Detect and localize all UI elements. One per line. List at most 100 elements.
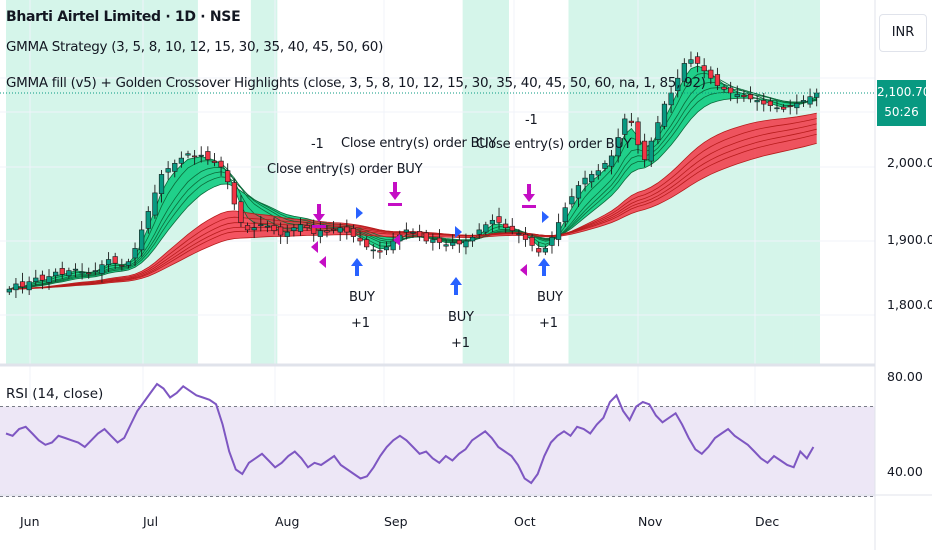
close-qty-label-2: -1 <box>525 113 538 128</box>
candle <box>800 100 807 103</box>
candle <box>13 283 19 291</box>
candle <box>53 271 59 277</box>
candle <box>417 231 423 237</box>
candle <box>92 270 98 272</box>
candle <box>198 154 204 157</box>
candle <box>489 219 496 225</box>
candle <box>794 103 800 109</box>
candle <box>681 63 687 82</box>
candle <box>622 118 628 135</box>
rsi-tick-40: 40.00 <box>887 464 923 479</box>
candle <box>608 155 615 167</box>
candle <box>483 224 489 233</box>
candle <box>244 225 251 231</box>
candle <box>648 140 654 162</box>
rsi-line <box>5 382 815 485</box>
candle <box>139 229 145 251</box>
candle <box>562 207 568 223</box>
buy-label-1: BUY <box>349 290 375 305</box>
candle <box>377 250 383 253</box>
candle <box>721 86 727 90</box>
candle <box>211 160 218 163</box>
candle <box>536 248 542 253</box>
close-order-label-3: Close entry(s) order BUY <box>476 137 632 152</box>
entry-marker-2 <box>455 226 462 238</box>
buy-arrow-2 <box>450 277 462 295</box>
candle <box>403 229 409 233</box>
candle <box>297 224 304 232</box>
candle <box>589 174 595 183</box>
candle <box>271 225 277 231</box>
candle <box>158 174 165 194</box>
candle <box>542 248 548 253</box>
candle <box>469 237 476 242</box>
exit-marker-3 <box>393 234 400 246</box>
short-term-ribbon <box>9 66 817 290</box>
x-tick-aug: Aug <box>275 514 300 529</box>
candle <box>357 237 363 242</box>
close-order-label-2: Close entry(s) order BUY <box>341 136 497 151</box>
buy-qty-label-2: +1 <box>451 336 470 351</box>
candle <box>503 223 509 228</box>
trade-markers <box>311 182 550 295</box>
buy-label-2: BUY <box>448 310 474 325</box>
candle <box>284 231 290 237</box>
candle <box>165 168 171 173</box>
candle <box>304 225 310 228</box>
candle <box>668 92 674 106</box>
candle <box>767 100 773 106</box>
candle <box>344 226 350 233</box>
candle <box>350 228 357 237</box>
close-arrow-1 <box>313 204 325 222</box>
highlight-zone <box>462 0 509 365</box>
buy-arrow-3 <box>538 258 550 276</box>
x-tick-sep: Sep <box>384 514 408 529</box>
highlight-zone <box>250 0 278 365</box>
price-tick-1900: 1,900.00 <box>887 232 932 247</box>
candle <box>125 261 132 266</box>
golden-crossover-highlights <box>6 0 820 365</box>
candle <box>258 224 264 227</box>
close-arrow-2 <box>389 182 401 200</box>
close-qty-label-1: -1 <box>311 137 324 152</box>
candle <box>410 231 416 234</box>
candle <box>178 157 184 164</box>
candle <box>463 240 469 248</box>
candle <box>105 259 112 265</box>
close-arrow-1-bar <box>312 225 326 228</box>
candle <box>218 160 224 168</box>
candle <box>602 163 608 169</box>
symbol-title[interactable]: Bharti Airtel Limited · 1D · NSE <box>6 9 241 25</box>
candle <box>317 230 323 237</box>
candle <box>635 121 641 146</box>
candle <box>225 170 231 183</box>
exit-marker-1 <box>311 241 318 253</box>
candle <box>450 242 456 246</box>
candle <box>569 196 575 205</box>
entry-marker-1 <box>356 207 363 219</box>
candle <box>675 77 681 92</box>
candle <box>79 271 85 274</box>
rsi-legend[interactable]: RSI (14, close) <box>6 386 104 402</box>
candle <box>39 274 46 281</box>
buy-label-3: BUY <box>537 290 563 305</box>
candle <box>390 240 396 251</box>
long-term-ribbon <box>9 113 817 290</box>
gmma-fill-legend[interactable]: GMMA fill (v5) + Golden Crossover Highli… <box>6 75 706 91</box>
candlestick-series <box>6 51 820 298</box>
candle <box>661 103 668 127</box>
candle <box>72 268 79 271</box>
candle <box>728 87 734 94</box>
candle <box>423 232 429 242</box>
candle <box>555 222 562 240</box>
candle <box>46 276 52 283</box>
rsi-pane <box>0 382 875 497</box>
gmma-strategy-legend[interactable]: GMMA Strategy (3, 5, 8, 10, 12, 15, 30, … <box>6 39 384 55</box>
currency-button[interactable]: INR <box>879 14 927 52</box>
candle <box>370 249 376 252</box>
candle <box>754 100 760 103</box>
candle <box>119 265 125 267</box>
close-order-label-1: Close entry(s) order BUY <box>267 162 423 177</box>
candle <box>496 216 502 223</box>
